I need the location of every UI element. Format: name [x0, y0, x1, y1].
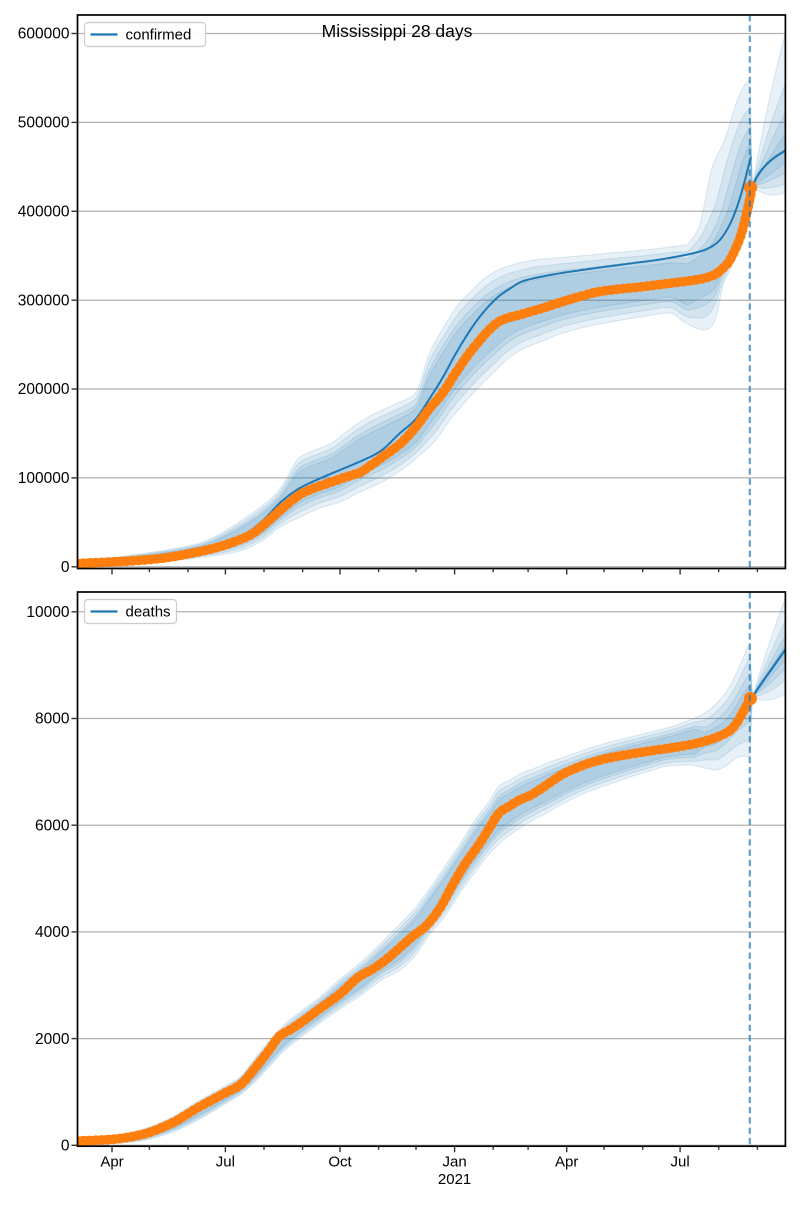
svg-text:6000: 6000 [35, 817, 70, 834]
svg-text:Mississippi 28 days: Mississippi 28 days [322, 21, 473, 41]
svg-text:Jul: Jul [671, 1154, 690, 1171]
svg-text:Apr: Apr [555, 1154, 578, 1171]
svg-text:10000: 10000 [26, 604, 69, 621]
svg-text:Oct: Oct [328, 1154, 352, 1171]
svg-text:Jul: Jul [216, 1154, 235, 1171]
svg-text:0: 0 [61, 559, 70, 576]
svg-text:Apr: Apr [100, 1154, 123, 1171]
svg-text:Jan: Jan [443, 1154, 467, 1171]
svg-text:2021: 2021 [438, 1171, 471, 1188]
svg-text:2000: 2000 [35, 1031, 70, 1048]
svg-text:8000: 8000 [35, 711, 70, 728]
svg-text:0: 0 [61, 1138, 70, 1155]
svg-text:600000: 600000 [18, 26, 70, 43]
svg-text:deaths: deaths [126, 604, 171, 621]
svg-text:300000: 300000 [18, 292, 70, 309]
svg-text:confirmed: confirmed [126, 27, 192, 44]
svg-text:200000: 200000 [18, 381, 70, 398]
svg-text:4000: 4000 [35, 924, 70, 941]
svg-text:100000: 100000 [18, 470, 70, 487]
svg-text:500000: 500000 [18, 115, 70, 132]
svg-text:400000: 400000 [18, 204, 70, 221]
